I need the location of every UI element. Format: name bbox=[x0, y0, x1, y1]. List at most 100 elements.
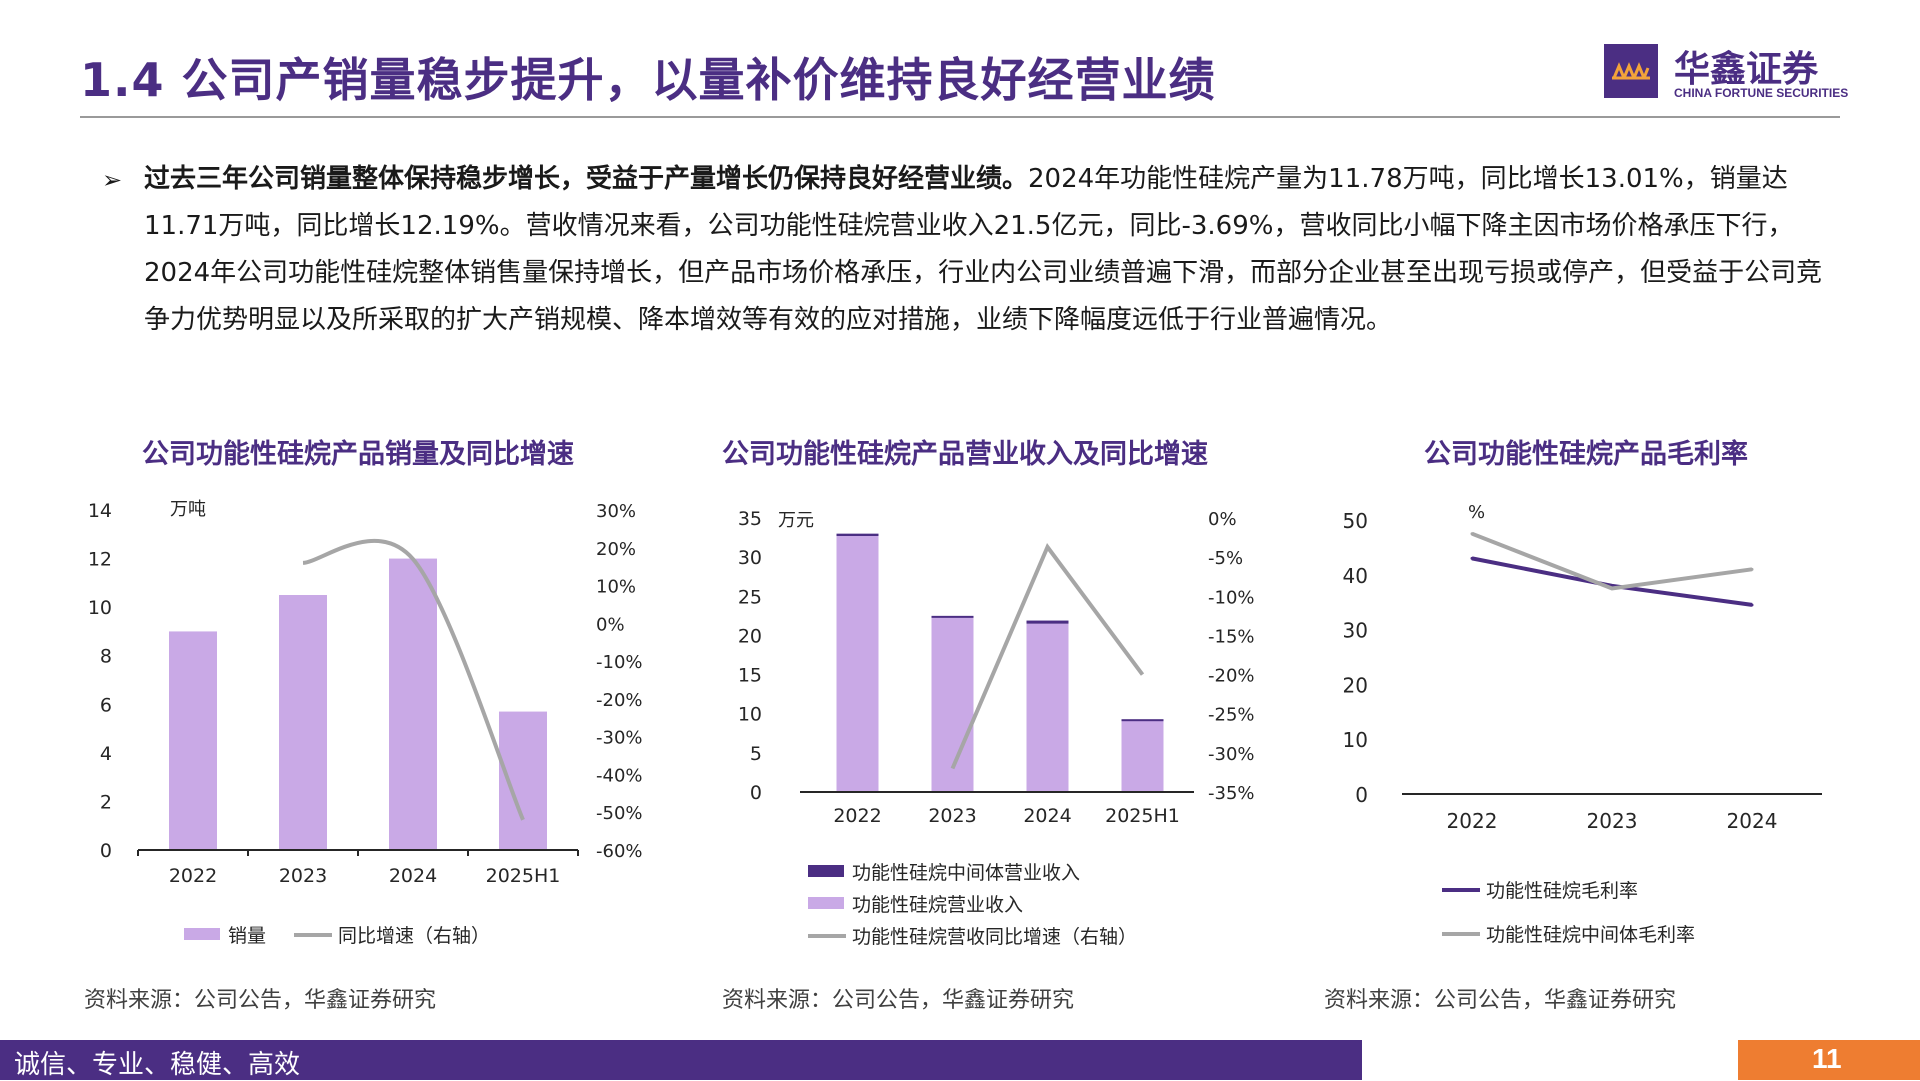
chart3-title: 公司功能性硅烷产品毛利率 bbox=[1424, 439, 1748, 470]
c2-bar-intermediate-3 bbox=[1121, 719, 1164, 722]
c2-bar-revenue-1 bbox=[931, 617, 974, 792]
c3-ytick-label-2: 20 bbox=[1343, 673, 1368, 697]
c2-bar-revenue-0 bbox=[836, 536, 879, 792]
c2-ytick-label-7: 35 bbox=[738, 508, 762, 530]
c1-bar-1 bbox=[279, 595, 327, 850]
chart2-source: 资料来源：公司公告，华鑫证券研究 bbox=[722, 988, 1075, 1013]
logo-text-en: CHINA FORTUNE SECURITIES bbox=[1674, 86, 1849, 100]
c3-point-1-1 bbox=[1610, 587, 1614, 590]
c2-ytick-label-4: 20 bbox=[738, 625, 762, 647]
footer-bar: 诚信、专业、稳健、高效 11 bbox=[0, 1040, 1920, 1080]
c2-ytick-label-0: 0 bbox=[750, 782, 762, 804]
c3-point-1-2 bbox=[1750, 567, 1754, 571]
c3-ytick-label-4: 40 bbox=[1343, 564, 1368, 588]
c2-legend-label-1: 功能性硅烷营业收入 bbox=[852, 894, 1023, 916]
c2-y2tick-label-6: -5% bbox=[1208, 548, 1243, 569]
footer-purple-band bbox=[0, 1040, 1362, 1080]
c1-y2tick-label-0: -60% bbox=[596, 841, 643, 862]
c1-y2tick-label-8: 20% bbox=[596, 539, 636, 560]
arrow-bullet-icon: ➢ bbox=[102, 166, 123, 194]
c1-y-unit: 万吨 bbox=[170, 499, 206, 520]
chart2-title: 公司功能性硅烷产品营业收入及同比增速 bbox=[722, 439, 1208, 470]
c1-ytick-label-7: 14 bbox=[88, 500, 112, 522]
c3-legend-label-1: 功能性硅烷中间体毛利率 bbox=[1486, 924, 1695, 946]
c2-ytick-label-3: 15 bbox=[738, 665, 762, 687]
summary-bold: 过去三年公司销量整体保持稳步增长，受益于产量增长仍保持良好经营业绩。 bbox=[144, 164, 1029, 194]
c1-legend-swatch-0 bbox=[184, 928, 220, 940]
c1-xtick-label-2: 2024 bbox=[389, 865, 437, 887]
c2-bar-intermediate-0 bbox=[836, 533, 879, 537]
c2-xtick-label-2: 2024 bbox=[1023, 805, 1071, 827]
c2-y-unit: 万元 bbox=[778, 510, 814, 531]
company-logo: 华鑫证券 CHINA FORTUNE SECURITIES bbox=[1604, 44, 1854, 100]
c2-bar-revenue-3 bbox=[1121, 720, 1164, 792]
c2-xtick-label-0: 2022 bbox=[833, 805, 881, 827]
c3-point-0-0 bbox=[1470, 556, 1474, 560]
header-divider bbox=[80, 116, 1840, 118]
chart2-revenue: 0 5 10 15 20 25 30 35 -35% -30% -25% -20% -15% -10% -5… bbox=[738, 508, 1255, 948]
c3-ytick-label-1: 10 bbox=[1343, 728, 1368, 752]
page-number: 11 bbox=[1812, 1043, 1842, 1074]
c2-y2tick-label-7: 0% bbox=[1208, 509, 1237, 530]
c1-ytick-label-4: 8 bbox=[100, 646, 112, 668]
c1-y2tick-label-1: -50% bbox=[596, 803, 643, 824]
c3-xtick-label-0: 2022 bbox=[1447, 809, 1498, 833]
chart1-sales-volume: 0 2 4 6 8 10 12 14 -60% -50% -40% -30% -20% -10% 0% 10%… bbox=[88, 499, 643, 947]
c1-y2tick-label-4: -20% bbox=[596, 690, 643, 711]
c1-ytick-label-1: 2 bbox=[100, 791, 112, 813]
summary-paragraph: 过去三年公司销量整体保持稳步增长，受益于产量增长仍保持良好经营业绩。2024年功… bbox=[144, 156, 1824, 344]
c3-point-0-2 bbox=[1750, 603, 1754, 607]
c2-xtick-label-3: 2025H1 bbox=[1105, 805, 1180, 827]
c2-ytick-label-2: 10 bbox=[738, 704, 762, 726]
c2-ytick-label-1: 5 bbox=[750, 743, 762, 765]
chart3-gross-margin: 0 10 20 30 40 50 % 2022 2023 2024 功能性硅烷毛利率功能性硅烷中间体… bbox=[1343, 502, 1822, 946]
c2-ytick-label-6: 30 bbox=[738, 547, 762, 569]
c3-xtick-label-2: 2024 bbox=[1727, 809, 1778, 833]
c1-ytick-label-6: 12 bbox=[88, 549, 112, 571]
c1-ytick-label-5: 10 bbox=[88, 597, 112, 619]
chart1-source: 资料来源：公司公告，华鑫证券研究 bbox=[84, 988, 437, 1013]
c1-y2tick-label-7: 10% bbox=[596, 577, 636, 598]
c2-bar-intermediate-2 bbox=[1026, 620, 1069, 624]
c1-y2tick-label-5: -10% bbox=[596, 652, 643, 673]
c3-legend-label-0: 功能性硅烷毛利率 bbox=[1486, 880, 1638, 902]
c2-y2tick-label-5: -10% bbox=[1208, 587, 1255, 608]
chart1-title: 公司功能性硅烷产品销量及同比增速 bbox=[142, 439, 574, 470]
c1-y2tick-label-2: -40% bbox=[596, 765, 643, 786]
c3-line-0 bbox=[1471, 556, 1753, 607]
c1-xtick-label-3: 2025H1 bbox=[486, 865, 561, 887]
c3-point-1-0 bbox=[1470, 532, 1474, 536]
c2-y2tick-label-2: -25% bbox=[1208, 705, 1255, 726]
c1-xtick-label-0: 2022 bbox=[169, 865, 217, 887]
c1-y2tick-label-9: 30% bbox=[596, 501, 636, 522]
c3-ytick-label-0: 0 bbox=[1355, 783, 1368, 807]
c1-ytick-label-3: 6 bbox=[100, 694, 112, 716]
c2-legend-label-0: 功能性硅烷中间体营业收入 bbox=[852, 862, 1080, 884]
logo-mark-icon bbox=[1604, 44, 1658, 98]
c2-y2tick-label-0: -35% bbox=[1208, 783, 1255, 804]
c1-xtick-label-1: 2023 bbox=[279, 865, 327, 887]
c1-line-growth bbox=[302, 538, 525, 821]
c2-bar-revenue-2 bbox=[1026, 623, 1069, 792]
c2-bar-intermediate-1 bbox=[931, 615, 974, 618]
c2-xtick-label-1: 2023 bbox=[928, 805, 976, 827]
c2-y2tick-label-1: -30% bbox=[1208, 744, 1255, 765]
page-title: 1.4 公司产销量稳步提升，以量补价维持良好经营业绩 bbox=[80, 53, 1216, 107]
c1-y2tick-label-3: -30% bbox=[596, 728, 643, 749]
c1-legend-label-1: 同比增速（右轴） bbox=[338, 925, 490, 947]
c2-legend-swatch-1 bbox=[808, 897, 844, 909]
c2-legend-swatch-0 bbox=[808, 865, 844, 877]
c1-y2tick-label-6: 0% bbox=[596, 614, 625, 635]
c2-line-growth bbox=[950, 543, 1145, 770]
c2-y2tick-label-4: -15% bbox=[1208, 626, 1255, 647]
c1-legend-label-0: 销量 bbox=[228, 925, 266, 947]
c1-bar-2 bbox=[389, 558, 437, 850]
c2-legend-label-2: 功能性硅烷营收同比增速（右轴） bbox=[852, 926, 1137, 948]
c1-bar-0 bbox=[169, 631, 217, 850]
logo-text-cn: 华鑫证券 bbox=[1674, 49, 1819, 90]
c2-y2tick-label-3: -20% bbox=[1208, 666, 1255, 687]
c1-ytick-label-0: 0 bbox=[100, 840, 112, 862]
c2-ytick-label-5: 25 bbox=[738, 586, 762, 608]
footer-slogan: 诚信、专业、稳健、高效 bbox=[14, 1050, 301, 1080]
c1-ytick-label-2: 4 bbox=[100, 743, 112, 765]
